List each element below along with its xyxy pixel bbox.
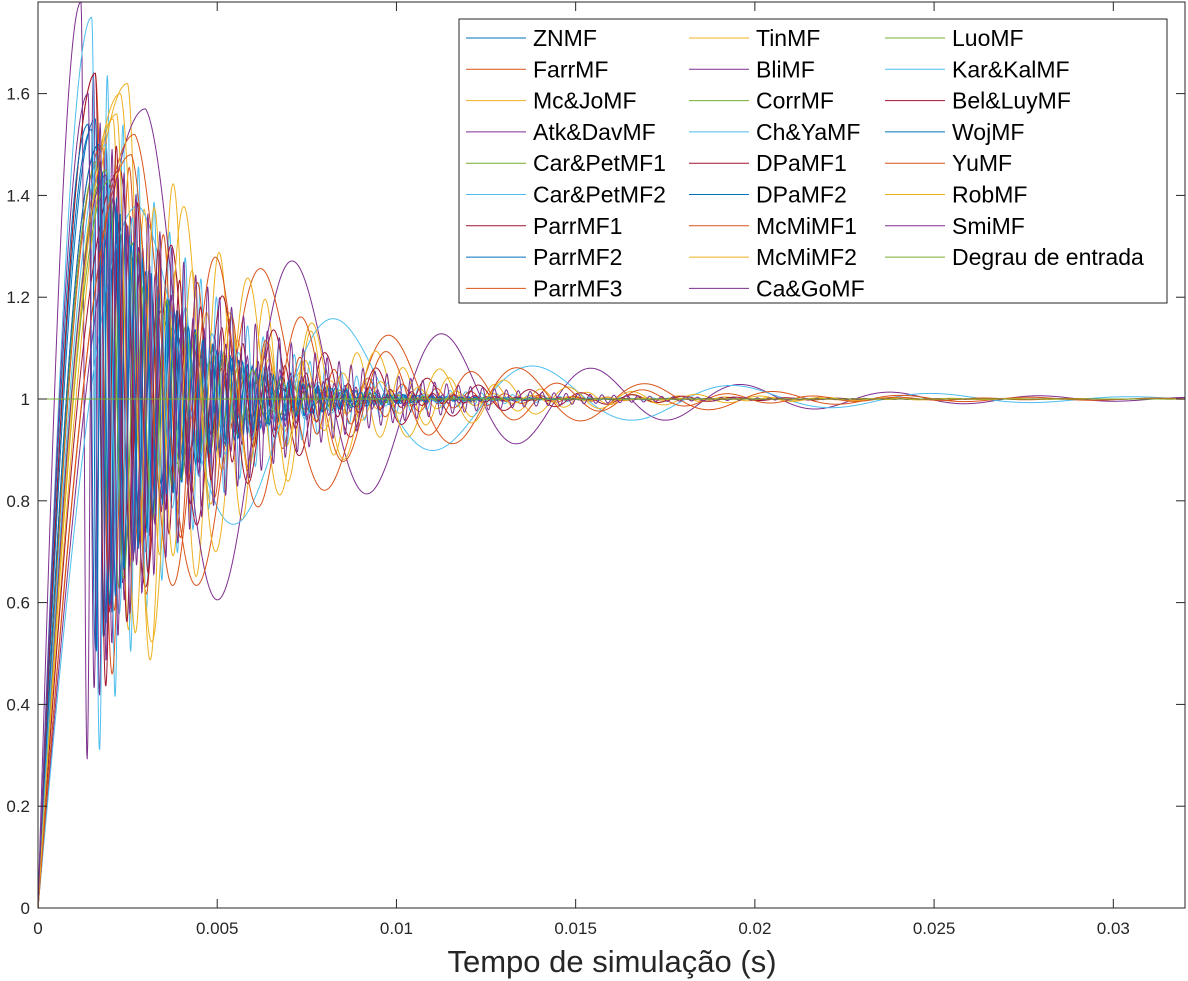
legend-entry: FarrMF	[466, 56, 608, 82]
legend-entry: Ch&YaMF	[689, 119, 860, 145]
x-tick-label: 0.02	[738, 919, 771, 938]
series-line-yumf	[38, 154, 1185, 908]
legend-label: ParrMF2	[533, 244, 622, 270]
legend-label: ParrMF3	[533, 275, 622, 301]
legend-label: Ch&YaMF	[756, 119, 860, 145]
x-tick-label: 0	[33, 919, 42, 938]
y-tick-label: 0.8	[6, 492, 30, 511]
legend-entry: Bel&LuyMF	[885, 88, 1071, 114]
legend-label: Mc&JoMF	[533, 88, 637, 114]
legend-entry: McMiMF1	[689, 213, 857, 239]
legend-label: ZNMF	[533, 25, 597, 51]
x-axis-label: Tempo de simulação (s)	[447, 944, 776, 979]
legend-label: DPaMF2	[756, 182, 847, 208]
legend: ZNMF FarrMF Mc&JoMF Atk&DavMF Car&PetMF1 Car&…	[458, 18, 1168, 304]
legend-label: McMiMF1	[756, 213, 857, 239]
series-line-blimf	[38, 108, 1185, 908]
legend-label: Ca&GoMF	[756, 275, 865, 301]
legend-entry: ParrMF3	[466, 275, 622, 301]
legend-label: FarrMF	[533, 56, 608, 82]
x-tick-label: 0.005	[196, 919, 239, 938]
legend-entry: LuoMF	[885, 25, 1024, 51]
legend-entry: ParrMF2	[466, 244, 622, 270]
legend-box	[458, 18, 1168, 304]
legend-entry: McMiMF2	[689, 244, 857, 270]
series-line-ch-yamf	[38, 205, 1185, 908]
x-tick-label: 0.03	[1097, 919, 1130, 938]
y-tick-label: 0.4	[6, 695, 30, 714]
y-axis-ticks: 0 0.2 0.4 0.6 0.8 1 1.2 1.4 1.6	[6, 85, 1185, 918]
y-tick-label: 1.4	[6, 186, 30, 205]
x-axis-ticks: 0 0.005 0.01 0.015 0.02 0.025 0.03	[33, 2, 1130, 938]
legend-label: Kar&KalMF	[952, 56, 1070, 82]
legend-entry: Degrau de entrada	[885, 244, 1144, 270]
legend-entry: Kar&KalMF	[885, 56, 1070, 82]
x-tick-label: 0.025	[913, 919, 956, 938]
legend-entry: ZNMF	[466, 25, 597, 51]
legend-entry: BliMF	[689, 56, 815, 82]
series-lines	[38, 2, 1185, 908]
legend-label: LuoMF	[952, 25, 1024, 51]
y-tick-label: 1	[21, 390, 30, 409]
legend-label: Bel&LuyMF	[952, 88, 1071, 114]
y-tick-label: 0.6	[6, 594, 30, 613]
legend-entry: Mc&JoMF	[466, 88, 637, 114]
legend-label: Atk&DavMF	[533, 119, 656, 145]
legend-entry: ParrMF1	[466, 213, 622, 239]
legend-entry: Ca&GoMF	[689, 275, 865, 301]
legend-label: YuMF	[952, 150, 1012, 176]
legend-entry: WojMF	[885, 119, 1024, 145]
y-tick-label: 0.2	[6, 797, 30, 816]
legend-label: TinMF	[756, 25, 820, 51]
x-tick-label: 0.015	[554, 919, 597, 938]
legend-label: SmiMF	[952, 213, 1025, 239]
legend-entry: CorrMF	[689, 88, 834, 114]
legend-label: BliMF	[756, 56, 815, 82]
legend-label: WojMF	[952, 119, 1024, 145]
y-tick-label: 1.2	[6, 288, 30, 307]
legend-entry: YuMF	[885, 150, 1012, 176]
legend-entry: TinMF	[689, 25, 820, 51]
axes-box	[37, 1, 1186, 909]
legend-entry: DPaMF1	[689, 150, 847, 176]
legend-label: Degrau de entrada	[952, 244, 1144, 270]
legend-entry: SmiMF	[885, 213, 1025, 239]
legend-label: CorrMF	[756, 88, 834, 114]
legend-label: Car&PetMF2	[533, 182, 666, 208]
legend-entry: RobMF	[885, 182, 1027, 208]
legend-label: Car&PetMF1	[533, 150, 666, 176]
y-tick-label: 1.6	[6, 85, 30, 104]
legend-label: RobMF	[952, 182, 1027, 208]
legend-entry: DPaMF2	[689, 182, 847, 208]
legend-entry: Car&PetMF2	[466, 182, 666, 208]
y-tick-label: 0	[21, 899, 30, 918]
legend-label: ParrMF1	[533, 213, 622, 239]
legend-label: DPaMF1	[756, 150, 847, 176]
legend-label: McMiMF2	[756, 244, 857, 270]
x-tick-label: 0.01	[380, 919, 413, 938]
legend-entry: Car&PetMF1	[466, 150, 666, 176]
legend-entry: Atk&DavMF	[466, 119, 656, 145]
